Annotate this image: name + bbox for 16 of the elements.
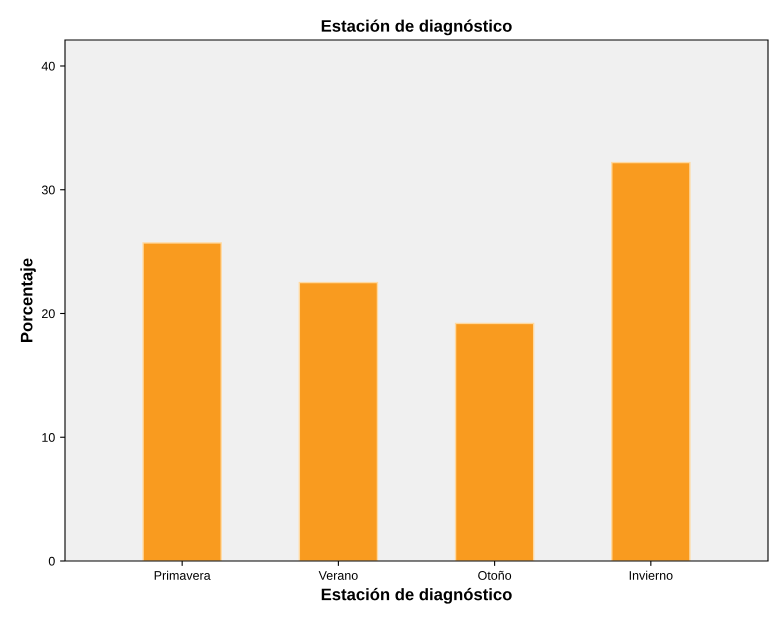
x-axis-title: Estación de diagnóstico — [322, 588, 512, 604]
x-tick-label: Invierno — [630, 570, 673, 580]
chart-title: Estación de diagnóstico — [322, 19, 512, 36]
y-axis-title: Porcentaje — [20, 258, 36, 342]
y-tick-label: 30 — [42, 186, 55, 194]
x-tick-label: Otoño — [478, 570, 512, 580]
bar — [142, 242, 222, 561]
bar — [611, 162, 691, 561]
x-tick-label: Primavera — [154, 570, 211, 580]
y-tick-label: 40 — [42, 62, 55, 71]
bar — [298, 282, 378, 561]
y-tick-label: 20 — [42, 309, 55, 318]
y-tick-label: 0 — [48, 556, 55, 566]
bar — [454, 322, 534, 561]
y-tick-label: 10 — [42, 433, 55, 442]
x-tick-label: Verano — [318, 571, 358, 580]
